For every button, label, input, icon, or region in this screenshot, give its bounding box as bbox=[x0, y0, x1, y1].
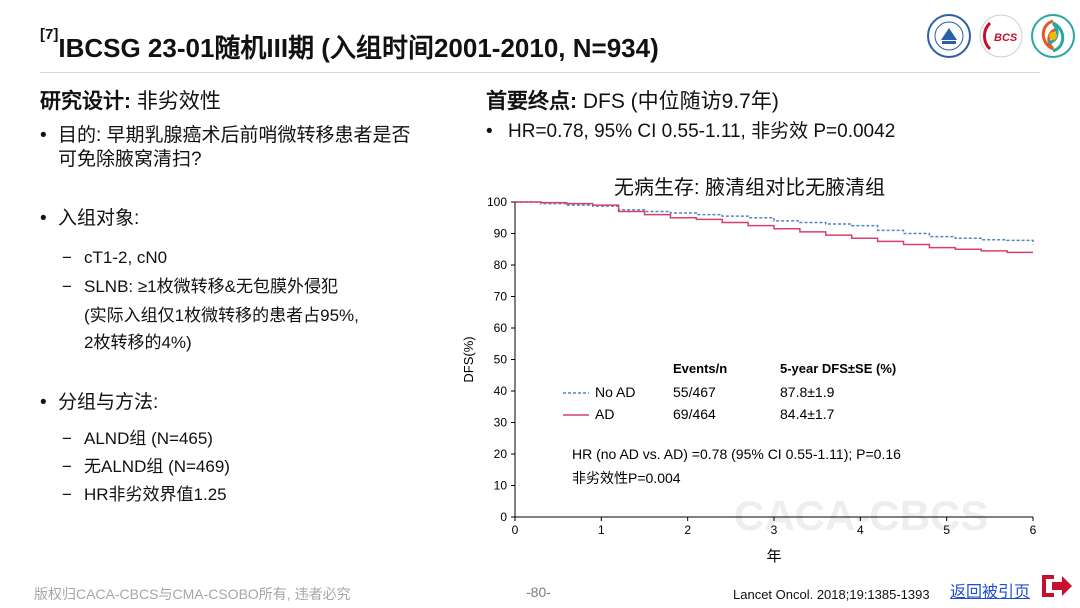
sub-item-continuation: 2枚转移的4%) bbox=[84, 333, 192, 352]
series-line-1 bbox=[515, 201, 1033, 254]
legend-label: No AD bbox=[595, 384, 635, 400]
y-axis-label: DFS(%) bbox=[461, 336, 476, 382]
chart-axes: 0 10 20 30 40 50 60 70 80 90 100 0 1 2 3 4 5 6 年 DFS(%) bbox=[461, 195, 1037, 565]
design-label: 研究设计: bbox=[40, 90, 131, 113]
y-tick-label: 20 bbox=[494, 447, 508, 461]
chart-annotation: HR (no AD vs. AD) =0.78 (95% CI 0.55-1.1… bbox=[572, 446, 901, 462]
y-tick-label: 100 bbox=[487, 195, 507, 209]
title-reference: [7] bbox=[40, 26, 59, 43]
bullet-text: 目的: 早期乳腺癌术后前哨微转移患者是否可免除腋窝清扫? bbox=[58, 125, 411, 170]
society-seal-icon bbox=[927, 14, 971, 58]
slide-title: [7]IBCSG 23-01随机III期 (入组时间2001-2010, N=9… bbox=[40, 26, 659, 65]
chart-legend: Events/n 5-year DFS±SE (%) No AD 55/467 87.8… bbox=[563, 361, 901, 486]
chart-curves bbox=[515, 201, 1034, 254]
bullet-text: 分组与方法: bbox=[58, 392, 159, 413]
y-tick-label: 30 bbox=[494, 416, 508, 430]
y-tick-label: 90 bbox=[494, 227, 508, 241]
x-tick-label: 4 bbox=[857, 523, 864, 537]
legend-label: AD bbox=[595, 406, 614, 422]
sub-item: − HR非劣效界值1.25 bbox=[62, 485, 227, 504]
bullet-enrollment: • 入组对象: bbox=[40, 207, 420, 231]
legend-events: 69/464 bbox=[673, 406, 716, 422]
back-link[interactable]: 返回被引页 bbox=[950, 584, 1031, 601]
y-tick-label: 60 bbox=[494, 321, 508, 335]
y-tick-label: 40 bbox=[494, 384, 508, 398]
design-value: 非劣效性 bbox=[131, 90, 221, 113]
swirl-logo-icon bbox=[1031, 14, 1075, 58]
return-arrow-icon[interactable] bbox=[1040, 571, 1074, 601]
watermark-text: CACA-CBCS bbox=[734, 492, 989, 539]
svg-text:BCS: BCS bbox=[994, 32, 1018, 44]
copyright-text: 版权归CACA-CBCS与CMA-CSOBO所有, 违者必究 bbox=[34, 586, 351, 602]
km-chart: 0 10 20 30 40 50 60 70 80 90 100 0 1 2 3 4 5 6 年 DFS(%) Eve… bbox=[461, 195, 1037, 565]
chart-title: 无病生存: 腋清组对比无腋清组 bbox=[614, 177, 886, 199]
bullet-dot-icon: • bbox=[486, 121, 493, 142]
endpoint-label: 首要终点: bbox=[486, 90, 577, 113]
sub-item: − ALND组 (N=465) bbox=[62, 429, 213, 448]
sub-item: − 无ALND组 (N=469) bbox=[62, 457, 230, 476]
y-tick-label: 10 bbox=[494, 479, 508, 493]
table-header-events: Events/n bbox=[673, 361, 727, 376]
bcs-logo-icon: BCS bbox=[979, 14, 1023, 58]
x-tick-label: 6 bbox=[1030, 523, 1037, 537]
x-axis-label: 年 bbox=[766, 548, 781, 565]
x-tick-label: 3 bbox=[771, 523, 778, 537]
endpoint-heading: 首要终点: DFS (中位随访9.7年) bbox=[486, 85, 779, 115]
design-heading: 研究设计: 非劣效性 bbox=[40, 85, 221, 115]
bullet-dot-icon: • bbox=[40, 125, 47, 146]
bullet-hr: • HR=0.78, 95% CI 0.55-1.11, 非劣效 P=0.004… bbox=[486, 120, 895, 144]
x-tick-label: 5 bbox=[943, 523, 950, 537]
series-line-0 bbox=[515, 201, 1034, 245]
x-tick-label: 1 bbox=[598, 523, 605, 537]
x-tick-label: 2 bbox=[684, 523, 691, 537]
bullet-methods: • 分组与方法: bbox=[40, 391, 420, 415]
legend-dfs: 84.4±1.7 bbox=[780, 406, 835, 422]
title-divider bbox=[40, 72, 1040, 73]
sub-item: − cT1-2, cN0 bbox=[62, 248, 168, 267]
bullet-dot-icon: • bbox=[40, 208, 47, 229]
y-tick-label: 50 bbox=[494, 353, 508, 367]
endpoint-value: DFS (中位随访9.7年) bbox=[577, 90, 779, 113]
legend-events: 55/467 bbox=[673, 384, 716, 400]
title-text: IBCSG 23-01随机III期 (入组时间2001-2010, N=934) bbox=[58, 33, 659, 63]
sub-item-continuation: (实际入组仅1枚微转移的患者占95%, bbox=[84, 306, 359, 325]
table-header-dfs: 5-year DFS±SE (%) bbox=[780, 361, 896, 376]
bullet-dot-icon: • bbox=[40, 392, 47, 413]
x-tick-label: 0 bbox=[512, 523, 519, 537]
y-tick-label: 0 bbox=[500, 510, 507, 524]
bullet-text: 入组对象: bbox=[58, 208, 140, 229]
citation: Lancet Oncol. 2018;19:1385-1393 bbox=[733, 587, 930, 602]
legend-dfs: 87.8±1.9 bbox=[780, 384, 835, 400]
page-number: -80- bbox=[526, 584, 551, 600]
chart-annotation: 非劣效性P=0.004 bbox=[572, 470, 681, 486]
sub-item: − SLNB: ≥1枚微转移&无包膜外侵犯 bbox=[62, 277, 338, 296]
y-tick-label: 80 bbox=[494, 258, 508, 272]
bullet-text: HR=0.78, 95% CI 0.55-1.11, 非劣效 P=0.0042 bbox=[508, 121, 896, 142]
bullet-objective: • 目的: 早期乳腺癌术后前哨微转移患者是否可免除腋窝清扫? bbox=[40, 124, 420, 172]
y-tick-label: 70 bbox=[494, 290, 508, 304]
